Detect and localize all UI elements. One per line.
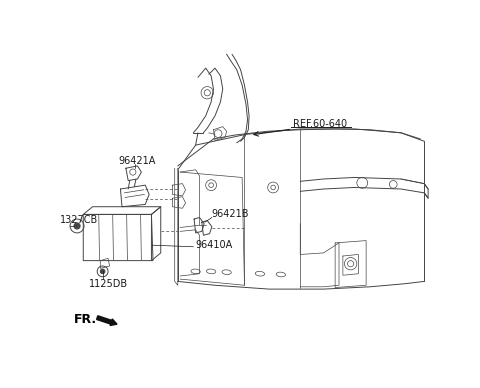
Text: 1125DB: 1125DB	[89, 279, 129, 289]
FancyArrow shape	[96, 316, 117, 326]
Text: REF.60-640: REF.60-640	[292, 119, 347, 128]
Text: FR.: FR.	[74, 314, 97, 326]
Circle shape	[74, 223, 80, 229]
Text: 96421A: 96421A	[118, 156, 156, 166]
Text: 1327CB: 1327CB	[60, 215, 98, 225]
Text: 96410A: 96410A	[196, 240, 233, 250]
Circle shape	[100, 269, 105, 274]
Text: 96421B: 96421B	[211, 210, 249, 220]
